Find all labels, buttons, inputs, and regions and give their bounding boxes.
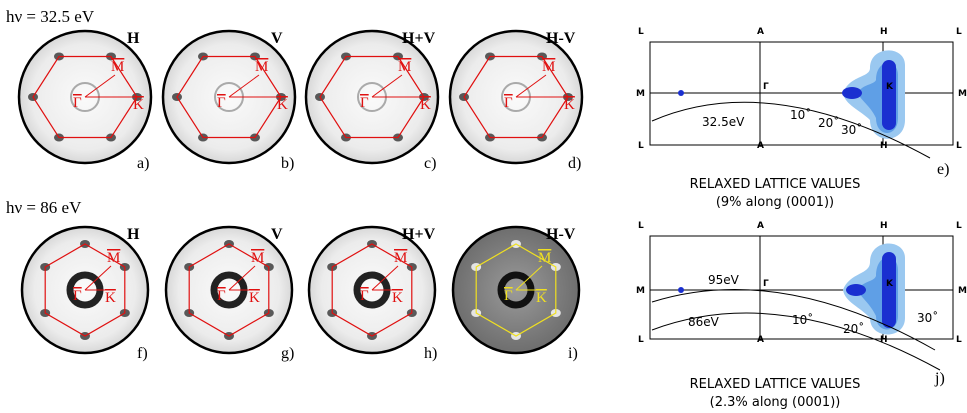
point-label: H <box>880 335 888 345</box>
panel: Γ M K Ha) <box>19 30 151 172</box>
m-label: M <box>251 250 264 266</box>
m-label: M <box>398 59 411 75</box>
panel-letter: f) <box>137 345 148 362</box>
point-label: L <box>956 141 962 151</box>
point-label: K <box>886 279 894 289</box>
point-label: A <box>757 141 764 151</box>
point-label: Γ <box>763 82 769 92</box>
panel-letter: i) <box>568 345 578 362</box>
angle-label: 30˚ <box>841 122 862 137</box>
angle-label: 20˚ <box>818 115 839 130</box>
point-label: M <box>636 89 645 99</box>
point-label: Γ <box>763 279 769 289</box>
mode-label: H-V <box>546 30 576 47</box>
panel: Γ M K Hf) <box>22 226 148 362</box>
angle-label: 10˚ <box>792 312 813 327</box>
caption: RELAXED LATTICE VALUES <box>690 377 861 392</box>
m-label: M <box>542 59 555 75</box>
panel-letter: g) <box>281 345 294 362</box>
gamma-label: Γ <box>360 288 369 304</box>
m-label: M <box>111 59 124 75</box>
gamma-label: Γ <box>504 95 513 111</box>
point-label: M <box>636 286 645 296</box>
lattice-diagram: L A H L M Γ K M L A H L 95eV 86eV 10˚ 20… <box>636 221 967 410</box>
panel: Γ M K H-V i) <box>453 226 579 362</box>
mode-label: H+V <box>402 226 436 243</box>
k-label: K <box>133 97 144 113</box>
point-label: A <box>757 221 764 231</box>
point-label: L <box>638 141 644 151</box>
m-label: M <box>107 250 120 266</box>
k-label: K <box>564 97 575 113</box>
point-label: H <box>880 141 888 151</box>
point-label: L <box>638 27 644 37</box>
contour <box>846 284 866 296</box>
gamma-label: Γ <box>360 95 369 111</box>
m-label: M <box>255 59 268 75</box>
energy-label: hν = 32.5 eV <box>6 7 95 26</box>
contour <box>882 60 896 130</box>
gamma-label: Γ <box>504 288 513 304</box>
point-label: A <box>757 27 764 37</box>
angle-label: 30˚ <box>917 310 938 325</box>
gamma-label: Γ <box>73 95 82 111</box>
panel: Γ M K H+V c) <box>306 30 438 172</box>
point <box>678 287 684 293</box>
panel-letter: b) <box>281 155 294 172</box>
contour <box>882 252 896 328</box>
caption: (9% along (0001)) <box>716 195 834 210</box>
point-label: M <box>958 286 967 296</box>
k-label: K <box>392 290 403 306</box>
mode-label: H <box>127 30 140 47</box>
mode-label: V <box>271 226 283 243</box>
angle-label: 10˚ <box>790 107 811 122</box>
panel-letter: d) <box>568 155 581 172</box>
m-label: M <box>538 250 551 266</box>
energy-label: 32.5eV <box>702 115 745 129</box>
k-label: K <box>420 97 431 113</box>
point-label: A <box>757 335 764 345</box>
point-label: L <box>956 335 962 345</box>
caption: RELAXED LATTICE VALUES <box>690 177 861 192</box>
mode-label: H-V <box>546 226 576 243</box>
k-label: K <box>536 290 547 306</box>
lattice-diagram: L A H L M Γ K M L A H L 32.5eV 10˚ 20˚ 3… <box>636 27 967 210</box>
m-label: M <box>394 250 407 266</box>
mode-label: H+V <box>402 30 436 47</box>
panel-letter: a) <box>137 155 149 172</box>
panel-letter: j) <box>934 370 945 387</box>
point-label: H <box>880 27 888 37</box>
k-label: K <box>105 290 116 306</box>
point-label: H <box>880 221 888 231</box>
caption: (2.3% along (0001)) <box>710 395 841 410</box>
panel-letter: c) <box>424 155 436 172</box>
figure: hν = 32.5 eV hν = 86 eV L A H L M Γ K M … <box>0 0 967 413</box>
panel: Γ M K Vg) <box>166 226 294 362</box>
gamma-label: Γ <box>217 95 226 111</box>
panel-letter: h) <box>424 345 437 362</box>
point-label: L <box>638 221 644 231</box>
point-label: L <box>956 221 962 231</box>
point-label: L <box>638 335 644 345</box>
panel: Γ M K H-V d) <box>450 30 582 172</box>
panel: Γ M K Vb) <box>163 30 295 172</box>
point-label: K <box>886 82 894 92</box>
point-label: L <box>956 27 962 37</box>
panel-letter: e) <box>937 161 949 178</box>
mode-label: V <box>271 30 283 47</box>
contour <box>842 87 862 99</box>
gamma-label: Γ <box>217 288 226 304</box>
k-label: K <box>249 290 260 306</box>
energy-label: hν = 86 eV <box>6 198 82 217</box>
energy-label: 86eV <box>688 315 720 329</box>
point <box>678 90 684 96</box>
energy-label: 95eV <box>708 273 740 287</box>
mode-label: H <box>127 226 140 243</box>
angle-label: 20˚ <box>843 321 864 336</box>
panel: Γ M K H+V h) <box>309 226 437 362</box>
gamma-label: Γ <box>73 288 82 304</box>
k-label: K <box>277 97 288 113</box>
point-label: M <box>958 89 967 99</box>
